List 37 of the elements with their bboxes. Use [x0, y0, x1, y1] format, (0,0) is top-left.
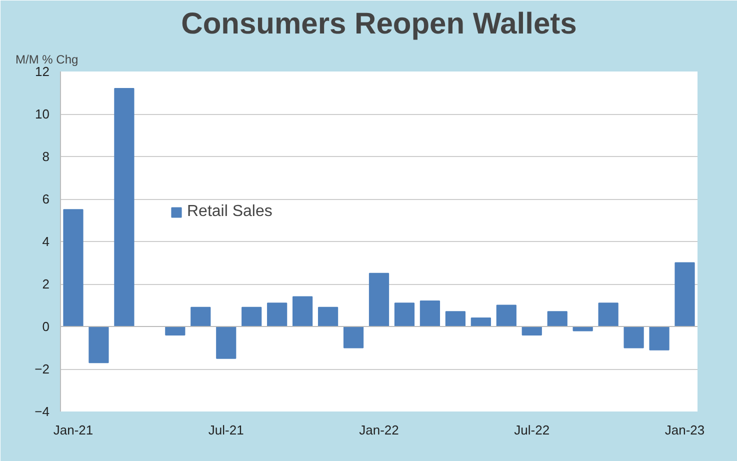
- bar: [242, 306, 262, 327]
- legend-label: Retail Sales: [187, 203, 272, 221]
- bar: [343, 326, 364, 348]
- chart-title: Consumers Reopen Wallets: [181, 8, 577, 40]
- x-tick-label: Jan-23: [664, 422, 705, 438]
- bar: [190, 306, 211, 327]
- y-tick-label: −4: [34, 404, 50, 419]
- bar: [445, 311, 466, 327]
- bar: [598, 302, 618, 327]
- y-tick-label: 6: [42, 192, 50, 206]
- y-tick-label: 10: [35, 106, 50, 122]
- bar: [292, 296, 313, 327]
- bar: [674, 262, 695, 327]
- x-tick-label: Jul-21: [208, 422, 244, 438]
- bar: [547, 311, 568, 327]
- bar: [88, 326, 109, 364]
- bar: [624, 326, 644, 348]
- bar: [216, 326, 236, 359]
- x-tick-label: Jan-21: [53, 422, 94, 438]
- bar: [394, 302, 415, 327]
- bar: [114, 88, 134, 327]
- bar: [496, 304, 516, 327]
- y-tick-label: 8: [42, 149, 50, 164]
- x-tick-label: Jul-22: [514, 422, 550, 438]
- y-tick-label: 4: [42, 234, 50, 249]
- y-tick-label: 12: [35, 64, 50, 79]
- bar: [420, 300, 440, 327]
- bar: [649, 326, 670, 350]
- y-axis-title: M/M % Chg: [16, 52, 78, 66]
- y-tick-label: −2: [34, 362, 50, 376]
- bar: [63, 209, 84, 327]
- y-tick-label: 0: [42, 319, 50, 334]
- x-tick-label: Jan-22: [359, 422, 399, 438]
- bar: [267, 302, 288, 327]
- y-tick-label: 2: [42, 276, 50, 292]
- bar: [368, 272, 390, 327]
- bar: [318, 306, 338, 327]
